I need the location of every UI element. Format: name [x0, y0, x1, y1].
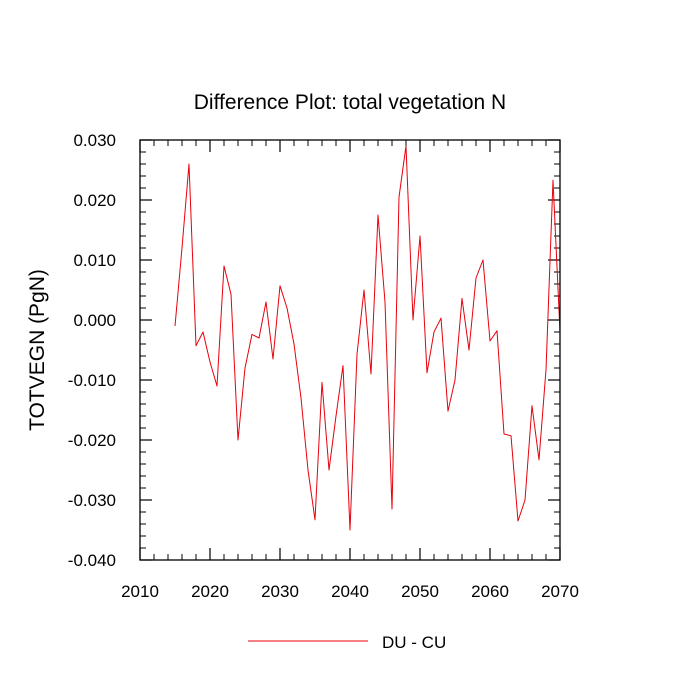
y-tick-label: -0.030 [68, 491, 116, 510]
axis-tick-labels: 2010 2020 2030 2040 2050 2060 2070 -0.040 -0.030… [68, 131, 579, 601]
x-tick-label: 2070 [541, 582, 579, 601]
y-tick-label: 0.010 [73, 251, 116, 270]
x-tick-label: 2060 [471, 582, 509, 601]
x-tick-label: 2050 [401, 582, 439, 601]
y-tick-label: -0.020 [68, 431, 116, 450]
x-tick-label: 2020 [191, 582, 229, 601]
legend-label: DU - CU [382, 633, 446, 652]
y-tick-label: 0.000 [73, 311, 116, 330]
x-tick-label: 2040 [331, 582, 369, 601]
y-tick-label: -0.010 [68, 371, 116, 390]
plot-frame [139, 139, 561, 561]
legend: DU - CU [248, 633, 446, 652]
y-tick-label: 0.030 [73, 131, 116, 150]
plot-area [174, 145, 561, 531]
y-tick-label: 0.020 [73, 191, 116, 210]
series-line [174, 145, 561, 531]
x-tick-label: 2010 [121, 582, 159, 601]
chart-title: Difference Plot: total vegetation N [194, 91, 506, 114]
y-tick-label: -0.040 [68, 551, 116, 570]
axis-ticks [139, 139, 561, 561]
y-axis-label: TOTVEGN (PgN) [26, 269, 49, 431]
x-tick-label: 2030 [261, 582, 299, 601]
